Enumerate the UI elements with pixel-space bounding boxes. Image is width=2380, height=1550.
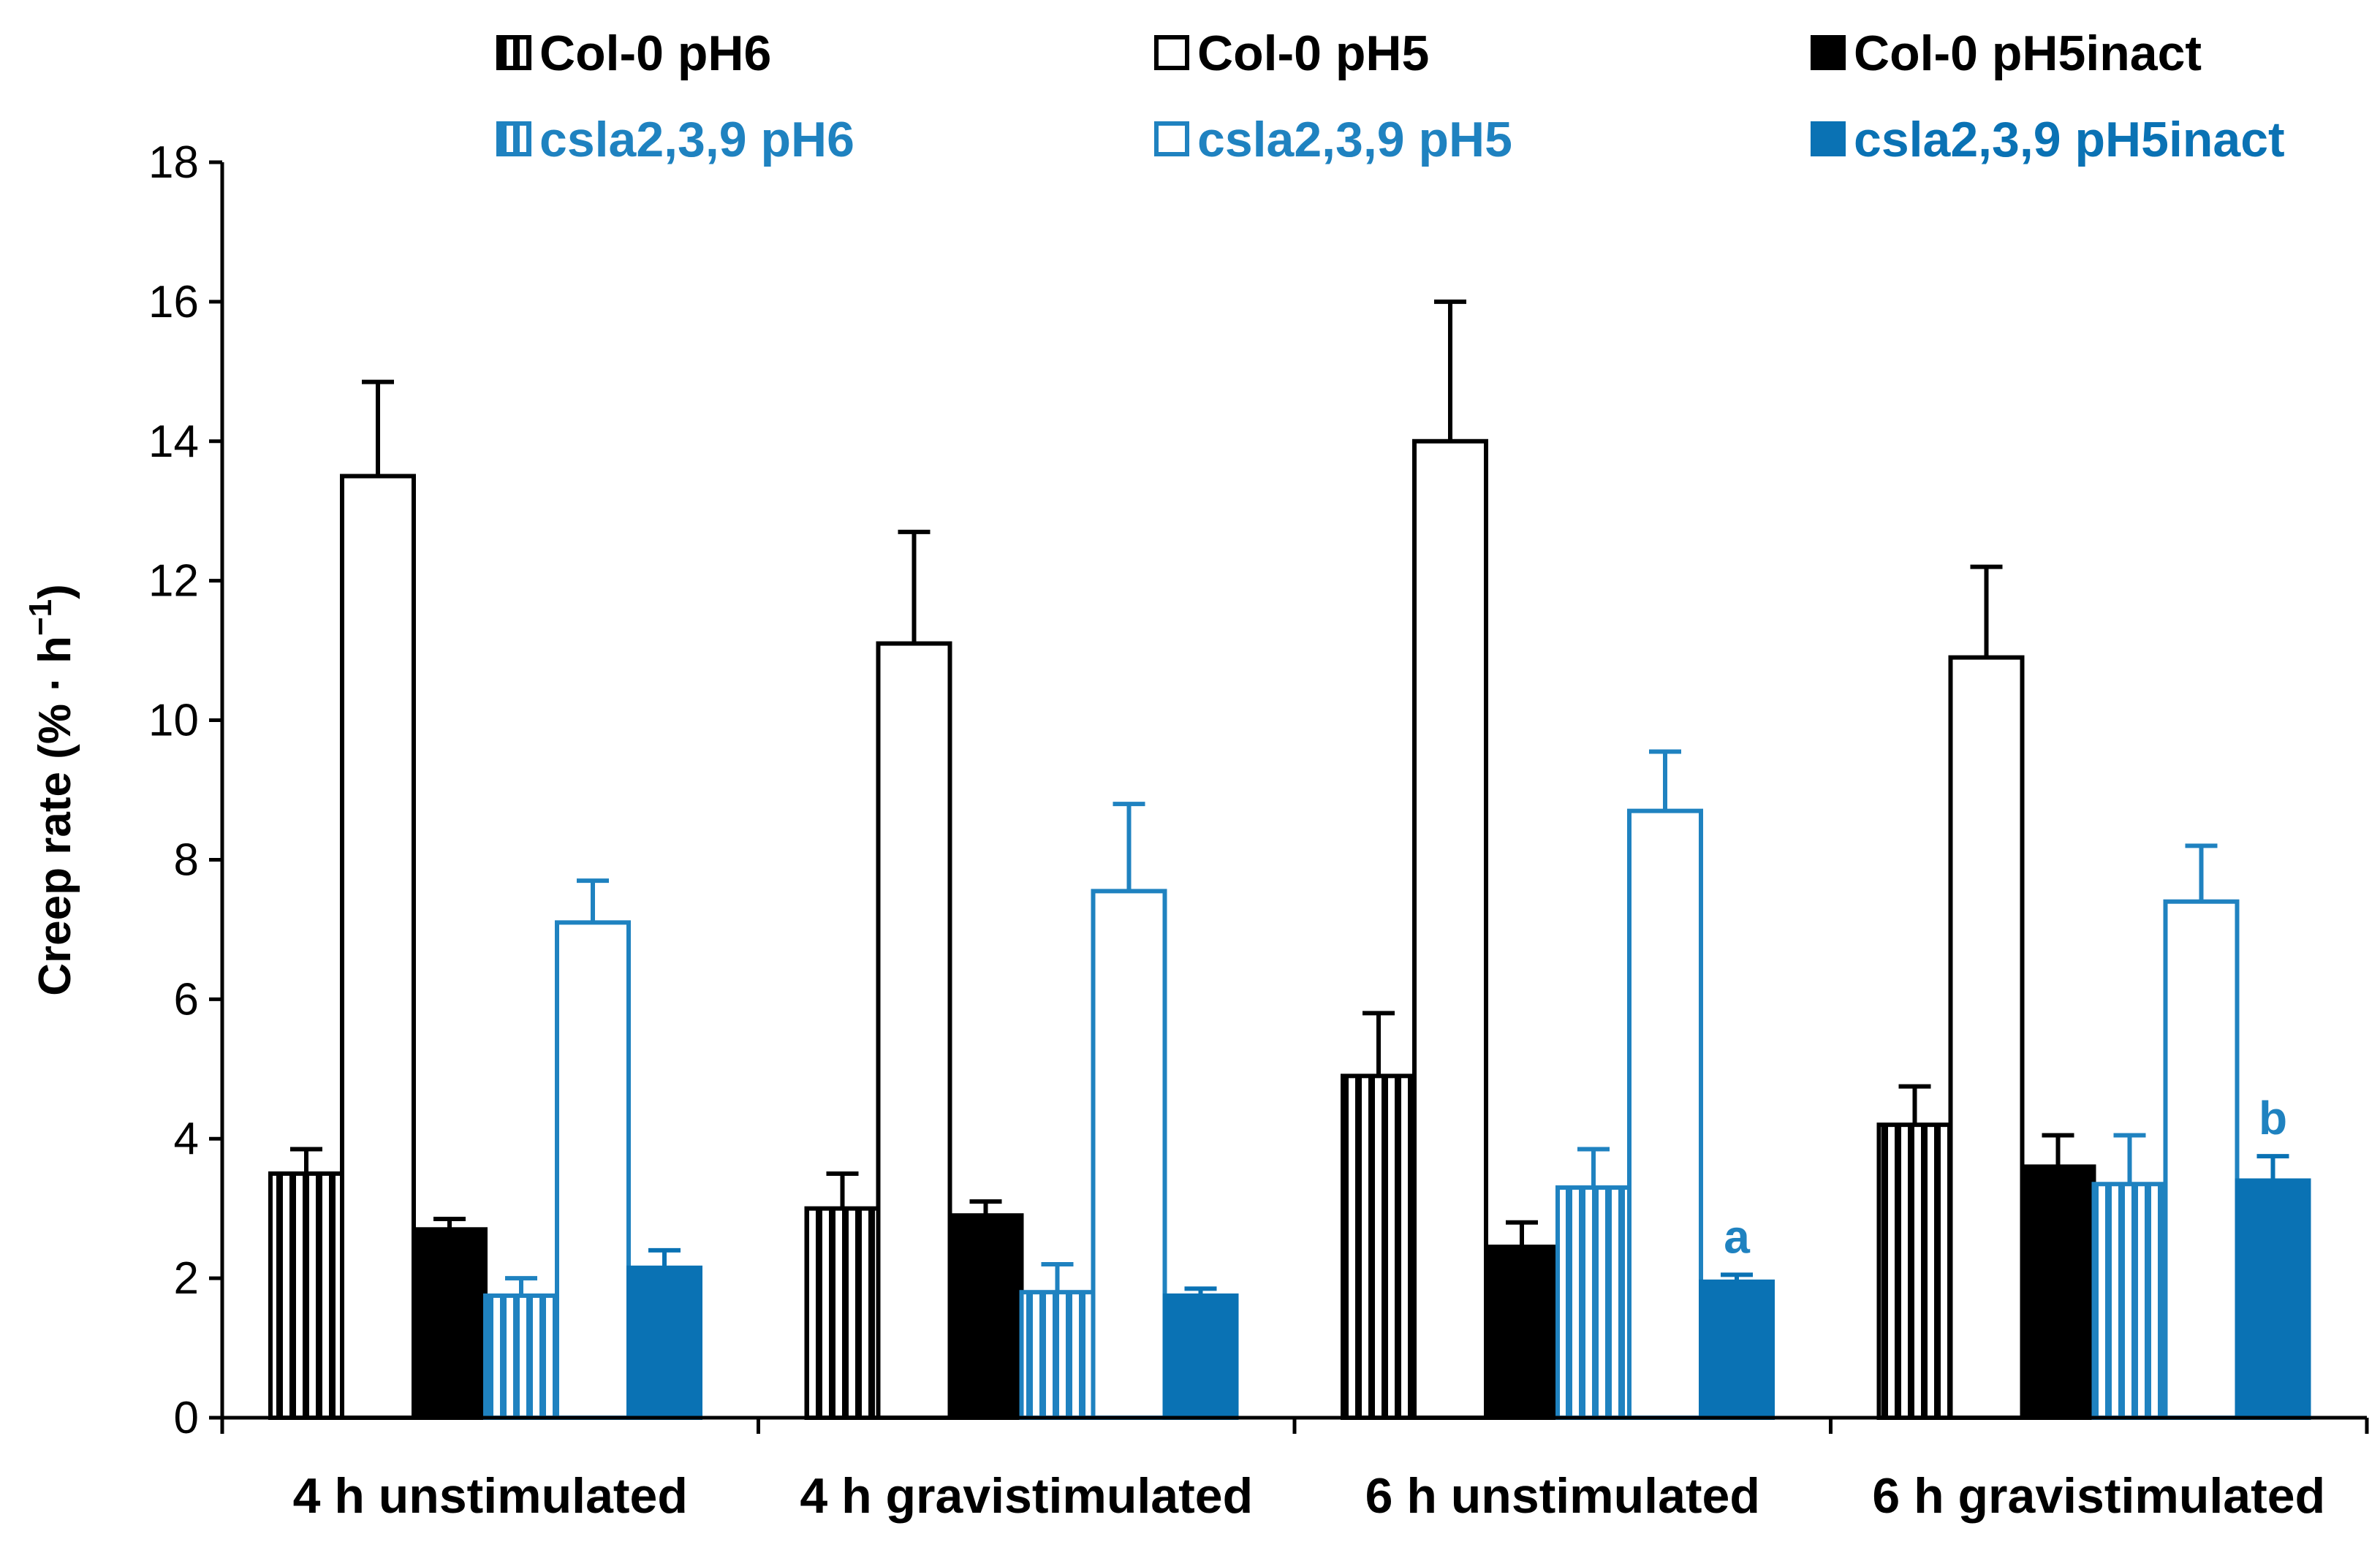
y-axis-label-superscript: −1: [23, 599, 58, 636]
legend-label: csla2,3,9 pH5inact: [1854, 112, 2285, 167]
y-tick-label: 0: [174, 1393, 199, 1443]
y-tick-label: 4: [174, 1114, 199, 1164]
y-axis-label-suffix: ): [30, 584, 80, 599]
x-category-label: 4 h gravistimulated: [800, 1468, 1253, 1524]
bar: [804, 1206, 881, 1420]
y-axis-label-main: Creep rate (% · h: [30, 636, 80, 996]
x-category-label: 4 h unstimulated: [293, 1468, 688, 1524]
legend-swatch: [496, 121, 531, 156]
y-tick-label: 10: [148, 696, 199, 746]
bar: [1412, 438, 1488, 1420]
significance-annotation: b: [2259, 1092, 2287, 1144]
bar: [626, 1265, 702, 1420]
y-tick-label: 16: [148, 277, 199, 327]
bar: [876, 641, 952, 1420]
legend-swatch: [496, 35, 531, 70]
bar: [1627, 808, 1703, 1420]
bar: [1948, 655, 2025, 1421]
y-tick-label: 18: [148, 137, 199, 188]
legend-swatch: [1811, 121, 1846, 156]
y-tick-label: 12: [148, 556, 199, 607]
bar: [412, 1227, 488, 1421]
y-tick-label: 6: [174, 974, 199, 1025]
bar: [1699, 1279, 1775, 1420]
bars-layer: ab: [268, 299, 2311, 1421]
y-tick-label: 14: [148, 417, 199, 467]
legend-label: Col-0 pH5: [1197, 26, 1429, 81]
axes: 0 2 4 6 8 10 12 14 16 18 Creep rate (% · h−1) 4 h u…: [23, 137, 2369, 1524]
bar: [2020, 1164, 2096, 1421]
y-axis-label: Creep rate (% · h−1): [23, 584, 80, 996]
significance-annotation: a: [1724, 1210, 1750, 1263]
legend-swatch: [1811, 35, 1846, 70]
legend-label: csla2,3,9 pH5: [1197, 112, 1512, 167]
bar: [555, 920, 631, 1421]
legend-swatch: [1154, 121, 1189, 156]
x-category-label: 6 h unstimulated: [1365, 1468, 1760, 1524]
legend: Col-0 pH6 Col-0 pH5 Col-0 pH5inact csla2,3,…: [496, 26, 2285, 167]
bar: [1555, 1185, 1631, 1420]
bar: [1876, 1122, 1953, 1420]
y-tick-label: 2: [174, 1253, 199, 1304]
bar: [483, 1293, 559, 1420]
y-tick-label: 8: [174, 835, 199, 885]
bar: [1341, 1074, 1417, 1421]
bar: [340, 474, 416, 1420]
bar: [1162, 1293, 1239, 1420]
legend-label: csla2,3,9 pH6: [539, 112, 854, 167]
bar: [1019, 1290, 1096, 1420]
x-category-label: 6 h gravistimulated: [1872, 1468, 2325, 1524]
bar: [2091, 1182, 2168, 1420]
bar: [2235, 1178, 2311, 1420]
legend-label: Col-0 pH6: [539, 26, 771, 81]
legend-swatch: [1154, 35, 1189, 70]
legend-label: Col-0 pH5inact: [1854, 26, 2202, 81]
bar: [2163, 899, 2240, 1420]
bar: [1484, 1245, 1560, 1421]
bar: [1091, 889, 1167, 1420]
bar: [947, 1213, 1024, 1420]
bar: [268, 1171, 344, 1420]
